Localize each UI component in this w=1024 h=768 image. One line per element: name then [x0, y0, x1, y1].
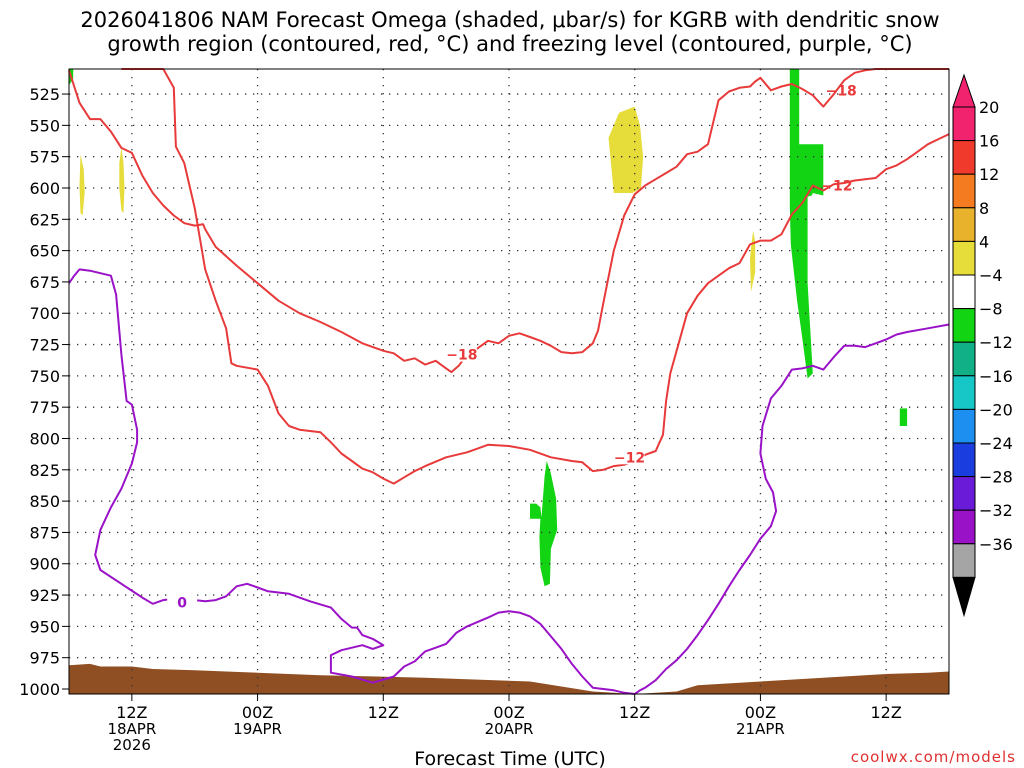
tick-label-y-800: 800 [29, 429, 60, 448]
tick-label-y-575: 575 [29, 148, 60, 167]
tick-label-x-12-1: 18APR [107, 720, 156, 738]
omega-area-2 [119, 147, 125, 213]
colorbar-bin-11 [952, 442, 976, 478]
colorbar-label-6: −4 [979, 266, 1003, 285]
contours: −18 −12 0 −18 −12 [68, 68, 950, 695]
colorbar-label-9: −16 [979, 367, 1013, 386]
grid-lines [69, 69, 949, 694]
tick-label-y-550: 550 [29, 116, 60, 135]
colorbar-bin-4 [952, 207, 976, 242]
contour-label-bg-1 [446, 345, 477, 362]
contour-1 [68, 68, 949, 374]
colorbar-label-8: −12 [979, 333, 1013, 352]
tick-label-x-48-1: 20APR [485, 720, 534, 738]
colorbar-label-3: 12 [979, 165, 999, 184]
colorbar-label-1: 20 [979, 98, 999, 117]
colorbar-bin-9 [952, 375, 976, 410]
tick-label-y-650: 650 [29, 242, 60, 261]
tick-label-x-84-0: 12Z [870, 703, 901, 722]
chart-title-line-1: 2026041806 NAM Forecast Omega (shaded, μ… [80, 8, 939, 32]
omega-area-4 [750, 230, 756, 292]
tick-label-y-825: 825 [29, 461, 60, 480]
tick-label-y-700: 700 [29, 304, 60, 323]
x-axis-label: Forecast Time (UTC) [414, 748, 605, 768]
colorbar-bin-14 [952, 543, 976, 578]
contour-label-extra-1: −18 [825, 83, 856, 99]
contour-label-bg-3 [167, 593, 198, 610]
tick-label-y-975: 975 [29, 649, 60, 668]
tick-label-x-72-0: 00Z [745, 703, 776, 722]
tick-label-y-675: 675 [29, 273, 60, 292]
tick-label-x-36-0: 12Z [368, 703, 399, 722]
contour-label-1: −18 [446, 348, 477, 364]
tick-label-y-875: 875 [29, 523, 60, 542]
colorbar-label-12: −28 [979, 468, 1013, 487]
omega-area-3 [608, 106, 644, 193]
tick-label-x-24-0: 00Z [242, 703, 273, 722]
tick-label-x-48-0: 00Z [493, 703, 524, 722]
tick-label-y-775: 775 [29, 398, 60, 417]
tick-label-y-850: 850 [29, 492, 60, 511]
tick-label-y-600: 600 [29, 179, 60, 198]
colorbar: 20 16 12 8 4 −4 −8 −12 −16 −20 −24 −28 −32 −36 [952, 73, 1013, 618]
chart-title-line-2: growth region (contoured, red, °C) and f… [107, 32, 912, 56]
credit-text: coolwx.com/models [851, 748, 1016, 766]
colorbar-label-11: −24 [979, 434, 1013, 453]
omega-area-6 [789, 69, 824, 379]
colorbar-bin-8 [952, 341, 976, 377]
omega-shading [69, 69, 949, 694]
tick-label-y-750: 750 [29, 367, 60, 386]
contour-label-bg-2 [614, 448, 645, 465]
omega-area-7 [530, 461, 558, 587]
colorbar-bin-10 [952, 408, 976, 444]
terrain-surface [69, 663, 949, 694]
colorbar-bin-12 [952, 476, 976, 511]
tick-label-y-900: 900 [29, 555, 60, 574]
contour-label-3: 0 [177, 596, 187, 612]
colorbar-label-10: −20 [979, 400, 1013, 419]
contour-3 [68, 268, 950, 695]
colorbar-bin-3 [952, 173, 976, 209]
tick-label-x-12-2: 2026 [113, 736, 151, 754]
colorbar-label-14: −36 [979, 535, 1013, 554]
colorbar-bin-1 [952, 106, 976, 142]
contour-label-extra-2: −12 [821, 178, 852, 194]
tick-label-y-725: 725 [29, 336, 60, 355]
colorbar-label-13: −32 [979, 501, 1013, 520]
tick-label-x-24-1: 19APR [233, 720, 282, 738]
colorbar-bin-7 [952, 308, 976, 343]
colorbar-bin-5 [952, 240, 976, 276]
tick-label-x-60-0: 12Z [619, 703, 650, 722]
tick-label-y-1000: 1000 [19, 680, 60, 699]
omega-area-8 [899, 408, 908, 426]
colorbar-bin-2 [952, 140, 976, 175]
colorbar-bin-13 [952, 509, 976, 545]
tick-label-x-12-0: 12Z [116, 703, 147, 722]
tick-label-y-950: 950 [29, 617, 60, 636]
plot-frame [68, 68, 950, 695]
tick-label-y-525: 525 [29, 85, 60, 104]
y-axis: 525 550 575 600 625 650 675 700 725 750 775 800 825 8… [19, 85, 69, 699]
tick-label-y-625: 625 [29, 210, 60, 229]
colorbar-label-5: 4 [979, 232, 989, 251]
colorbar-top-triangle [952, 73, 976, 108]
omega-area-1 [79, 154, 85, 216]
colorbar-label-4: 8 [979, 199, 989, 218]
colorbar-label-2: 16 [979, 132, 999, 151]
tick-label-y-925: 925 [29, 586, 60, 605]
tick-label-x-72-1: 21APR [736, 720, 785, 738]
contour-2 [121, 68, 950, 485]
colorbar-bin-6 [952, 274, 976, 310]
colorbar-label-7: −8 [979, 300, 1003, 319]
contour-label-2: −12 [614, 450, 645, 466]
colorbar-bottom-triangle [952, 576, 976, 618]
